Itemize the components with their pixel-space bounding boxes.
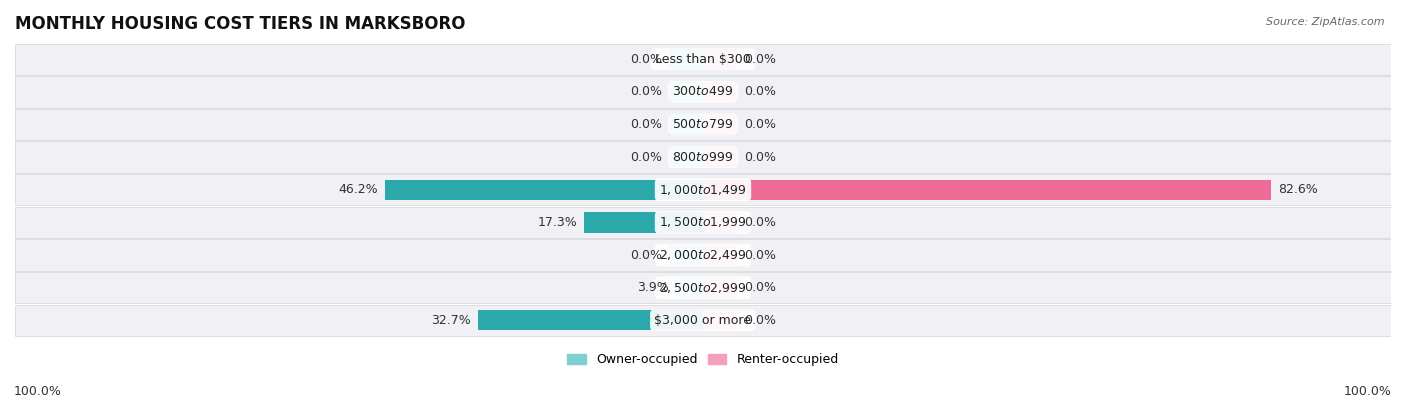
Text: Source: ZipAtlas.com: Source: ZipAtlas.com [1267, 17, 1385, 27]
Text: 0.0%: 0.0% [744, 118, 776, 131]
Bar [703, 310, 737, 330]
Bar [703, 115, 737, 134]
Text: 0.0%: 0.0% [744, 53, 776, 66]
Text: $1,500 to $1,999: $1,500 to $1,999 [659, 215, 747, 229]
Text: 0.0%: 0.0% [630, 53, 662, 66]
Text: 100.0%: 100.0% [14, 386, 62, 398]
Text: 0.0%: 0.0% [630, 151, 662, 164]
Text: 46.2%: 46.2% [339, 183, 378, 196]
Text: 82.6%: 82.6% [1278, 183, 1317, 196]
Text: $800 to $999: $800 to $999 [672, 151, 734, 164]
Bar [15, 272, 1391, 303]
Bar [15, 239, 1391, 271]
Text: 0.0%: 0.0% [744, 249, 776, 261]
Text: MONTHLY HOUSING COST TIERS IN MARKSBORO: MONTHLY HOUSING COST TIERS IN MARKSBORO [15, 15, 465, 33]
Text: Less than $300: Less than $300 [655, 53, 751, 66]
Bar [669, 245, 703, 265]
Text: 0.0%: 0.0% [630, 85, 662, 98]
Bar [703, 82, 737, 102]
Text: $3,000 or more: $3,000 or more [655, 314, 751, 327]
Bar [703, 147, 737, 167]
Bar [15, 109, 1391, 140]
Bar [15, 305, 1391, 336]
Bar [583, 212, 703, 232]
Text: 32.7%: 32.7% [432, 314, 471, 327]
Bar [15, 44, 1391, 75]
Text: 0.0%: 0.0% [744, 281, 776, 294]
Bar [15, 142, 1391, 173]
Text: $500 to $799: $500 to $799 [672, 118, 734, 131]
Bar [703, 278, 737, 298]
Text: 0.0%: 0.0% [630, 118, 662, 131]
Text: 3.9%: 3.9% [637, 281, 669, 294]
Text: 0.0%: 0.0% [744, 314, 776, 327]
Text: 0.0%: 0.0% [744, 151, 776, 164]
Bar [703, 180, 1271, 200]
Bar [703, 245, 737, 265]
Legend: Owner-occupied, Renter-occupied: Owner-occupied, Renter-occupied [562, 349, 844, 371]
Bar [703, 49, 737, 69]
Text: $1,000 to $1,499: $1,000 to $1,499 [659, 183, 747, 197]
Text: $300 to $499: $300 to $499 [672, 85, 734, 98]
Text: 0.0%: 0.0% [744, 85, 776, 98]
Text: 0.0%: 0.0% [744, 216, 776, 229]
Bar [385, 180, 703, 200]
Bar [15, 174, 1391, 205]
Bar [703, 212, 737, 232]
Text: 17.3%: 17.3% [537, 216, 576, 229]
Text: 100.0%: 100.0% [1344, 386, 1392, 398]
Bar [669, 115, 703, 134]
Bar [478, 310, 703, 330]
Text: 0.0%: 0.0% [630, 249, 662, 261]
Text: $2,500 to $2,999: $2,500 to $2,999 [659, 281, 747, 295]
Bar [669, 49, 703, 69]
Bar [669, 147, 703, 167]
Bar [676, 278, 703, 298]
Bar [15, 207, 1391, 238]
Bar [15, 76, 1391, 107]
Text: $2,000 to $2,499: $2,000 to $2,499 [659, 248, 747, 262]
Bar [669, 82, 703, 102]
